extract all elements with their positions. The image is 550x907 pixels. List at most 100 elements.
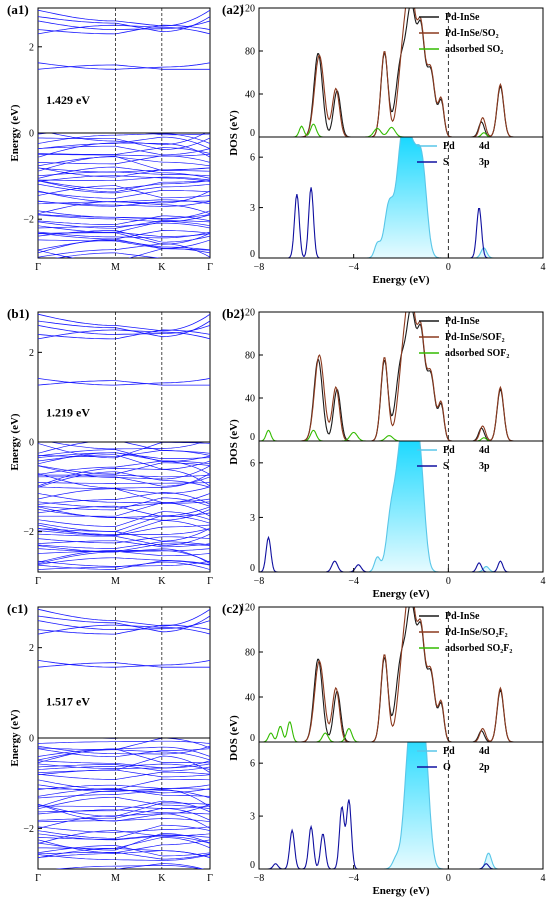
valence-band xyxy=(38,528,210,535)
legend-orbital: 3p xyxy=(479,157,490,168)
valence-band xyxy=(38,845,210,857)
valence-band xyxy=(38,790,210,799)
conduction-band xyxy=(38,608,210,627)
valence-band xyxy=(38,145,210,156)
valence-band xyxy=(38,243,210,258)
valence-band xyxy=(38,851,210,860)
x-tick-label: 0 xyxy=(446,576,451,587)
legend-label: O xyxy=(443,762,451,773)
y-tick-label: 80 xyxy=(245,47,255,58)
valence-band xyxy=(38,137,210,150)
valence-band xyxy=(38,492,210,505)
y-tick-label: 6 xyxy=(250,458,255,469)
valence-band xyxy=(38,802,210,817)
x-tick-label: −4 xyxy=(348,873,359,884)
dos-axes-frame xyxy=(258,741,544,870)
dos-curves xyxy=(259,742,543,869)
valence-band xyxy=(38,501,210,508)
valence-band xyxy=(38,185,210,199)
band-gap-label: 1.219 eV xyxy=(46,406,90,420)
valence-band xyxy=(38,497,210,511)
conduction-band xyxy=(38,615,210,633)
valence-band xyxy=(38,560,210,570)
y-tick-label: 3 xyxy=(250,513,255,524)
conduction-band xyxy=(38,64,210,70)
conduction-band xyxy=(38,9,210,27)
dos-series-line xyxy=(259,312,543,441)
dos-fill-pd xyxy=(259,441,543,572)
valence-band xyxy=(38,561,210,570)
legend-label: Pd-InSe/SOF₂ xyxy=(445,332,505,343)
valence-band xyxy=(38,830,210,844)
valence-band xyxy=(38,805,210,809)
dos-series-line xyxy=(259,8,543,137)
valence-band xyxy=(38,166,210,179)
valence-band xyxy=(38,132,210,145)
legend-label: Pd xyxy=(443,746,455,757)
valence-band xyxy=(38,824,210,839)
y-tick-label: −2 xyxy=(23,527,34,538)
dos-curves xyxy=(259,137,543,258)
y-tick-label: 0 xyxy=(250,249,255,260)
x-tick-label: −8 xyxy=(254,873,265,884)
dos-series-line xyxy=(259,429,543,441)
kpoint-label: K xyxy=(158,576,166,587)
valence-band xyxy=(38,171,210,177)
dos-series-line xyxy=(259,721,543,742)
valence-band xyxy=(38,748,210,764)
valence-band xyxy=(38,176,210,182)
valence-band xyxy=(38,789,210,808)
kpoint-label: Γ xyxy=(207,576,213,587)
y-tick-label: 120 xyxy=(240,308,255,319)
dos-series-line xyxy=(259,123,543,137)
valence-band xyxy=(38,746,210,757)
valence-band xyxy=(38,784,210,790)
valence-band xyxy=(38,465,210,480)
kpoint-label: K xyxy=(158,262,166,273)
legend-label: Pd-InSe xyxy=(445,316,480,327)
x-tick-label: −8 xyxy=(254,262,265,273)
dos-series-line xyxy=(259,8,543,137)
valence-band xyxy=(38,452,210,459)
legend-label: Pd-InSe xyxy=(445,611,480,622)
valence-band xyxy=(91,863,205,869)
conduction-band xyxy=(38,329,210,340)
valence-band xyxy=(38,749,210,761)
dos-subplot-top: 0 40 80 120 Pd-InSe Pd-InSe/SO₂F₂ adsorbed SO₂… xyxy=(240,603,544,744)
legend-label: Pd xyxy=(443,445,455,456)
valence-band xyxy=(38,221,210,233)
y-tick-label: 3 xyxy=(250,203,255,214)
y-tick-label: 0 xyxy=(29,129,34,140)
valence-band xyxy=(38,511,210,527)
legend-label: Pd xyxy=(443,141,455,152)
valence-band xyxy=(38,210,210,220)
panel-label: (a2) xyxy=(222,2,244,17)
y-axis-title: Energy (eV) xyxy=(9,709,21,766)
conduction-band xyxy=(38,378,210,386)
y-tick-label: 80 xyxy=(245,648,255,659)
conduction-band xyxy=(38,62,210,70)
dos-curves xyxy=(259,441,543,572)
conduction-band xyxy=(38,624,210,635)
kpoint-label: Γ xyxy=(35,576,41,587)
dos-series-line xyxy=(259,799,543,869)
kpoint-label: M xyxy=(111,576,120,587)
valence-band xyxy=(38,557,210,565)
valence-band xyxy=(38,769,210,778)
valence-band xyxy=(38,748,210,758)
panel-label: (c2) xyxy=(222,601,243,616)
valence-band xyxy=(38,515,210,532)
dos-subplot-bottom: 0 3 6 Pd 4d S 3p xyxy=(250,440,544,574)
x-tick-label: 0 xyxy=(446,873,451,884)
kpoint-label: Γ xyxy=(207,262,213,273)
valence-band xyxy=(38,745,210,755)
dos-series-line xyxy=(259,187,543,258)
dos-curves xyxy=(259,607,543,742)
panel-label: (b2) xyxy=(222,306,244,321)
kpoint-label: M xyxy=(111,873,120,884)
band-structure-panel-b1: Γ M K Γ 2 0 −2 Energy (eV) (b1) 1.219 eV xyxy=(7,306,213,587)
valence-band xyxy=(38,230,210,240)
